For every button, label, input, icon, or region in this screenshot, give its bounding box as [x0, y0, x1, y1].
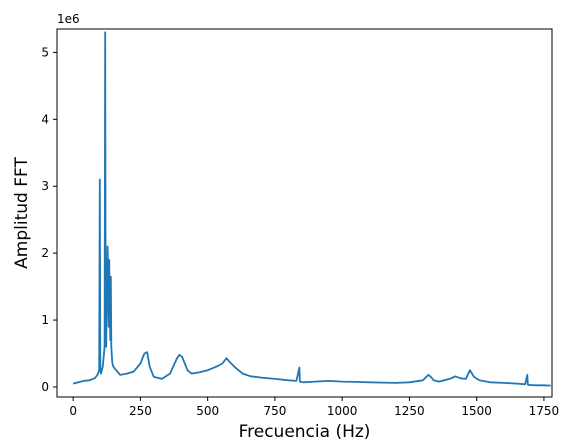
x-tick-label: 750 [263, 404, 286, 418]
x-axis-label: Frecuencia (Hz) [239, 422, 371, 441]
y-tick-label: 4 [41, 112, 49, 126]
plot-area [72, 31, 551, 387]
x-tick-label: 0 [69, 404, 77, 418]
x-tick-label: 1750 [529, 404, 560, 418]
y-tick-label: 0 [41, 380, 49, 394]
x-tick-label: 1000 [327, 404, 358, 418]
y-tick-label: 3 [41, 179, 49, 193]
y-tick-label: 1 [41, 313, 49, 327]
y-axis-ticks: 0 1 2 3 4 5 [41, 45, 57, 394]
x-tick-label: 1250 [394, 404, 425, 418]
x-tick-label: 250 [129, 404, 152, 418]
y-tick-label: 5 [41, 45, 49, 59]
y-axis-label: Amplitud FFT [12, 157, 32, 269]
x-tick-label: 1500 [461, 404, 492, 418]
x-axis-ticks: 0 250 500 750 1000 1250 1500 1750 [69, 397, 559, 418]
fft-amplitude-line [72, 31, 551, 387]
y-tick-label: 2 [41, 246, 49, 260]
plot-frame [56, 28, 553, 398]
y-axis-offset-label: 1e6 [57, 12, 80, 26]
x-tick-label: 500 [196, 404, 219, 418]
